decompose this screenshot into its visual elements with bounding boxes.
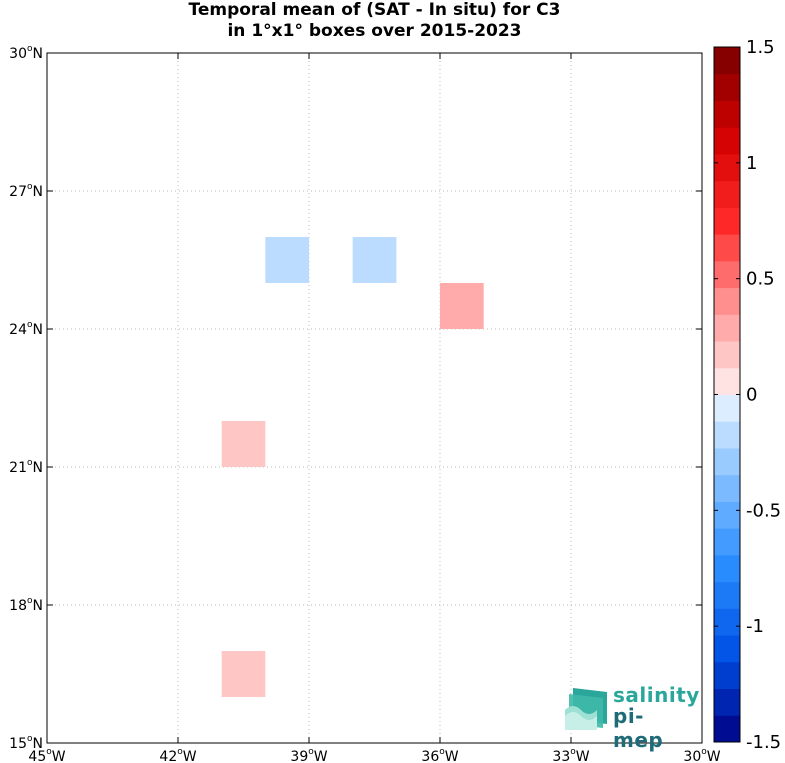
latitude-labels: 30oN 27oN 24oN 21oN 18oN 15oN — [9, 44, 43, 752]
lon-tick-label: 30oW — [683, 747, 720, 763]
colorbar-segment — [714, 635, 740, 663]
data-cell — [440, 283, 484, 329]
colorbar-segment — [714, 554, 740, 583]
colorbar-tick-label: 1 — [746, 153, 757, 174]
colorbar-segment — [714, 501, 740, 529]
colorbar-labels: 1.5 1 0.5 0 -0.5 -1 -1.5 — [714, 37, 781, 753]
colorbar-tick-label: 1.5 — [746, 37, 775, 58]
colorbar-segment — [714, 153, 740, 182]
colorbar-segment — [714, 100, 740, 128]
colorbar-segment — [714, 127, 740, 155]
colorbar-segment — [714, 314, 740, 342]
colorbar-segment — [714, 688, 740, 716]
colorbar-tick-label: -0.5 — [746, 500, 781, 521]
colorbar-segment — [714, 661, 740, 690]
data-cell — [221, 421, 266, 467]
lat-tick-label: 18oN — [9, 596, 43, 614]
axis-ticks — [46, 52, 703, 744]
colorbar-tick-label: 0 — [746, 385, 757, 406]
map-frame — [46, 52, 703, 744]
lat-tick-label: 30oN — [9, 44, 43, 62]
data-cell — [221, 651, 266, 697]
colorbar-segment — [714, 341, 740, 369]
colorbar-segment — [714, 394, 740, 422]
lat-tick-label: 21oN — [9, 458, 43, 476]
colorbar-tick-label: -1.5 — [746, 732, 781, 753]
colorbar-segment — [714, 715, 740, 743]
data-cells — [221, 237, 484, 697]
data-cell — [265, 237, 309, 283]
longitude-labels: 45oW 42oW 39oW 36oW 33oW 30oW — [28, 747, 720, 763]
lon-tick-label: 36oW — [421, 747, 458, 763]
chart-title: Temporal mean of (SAT - In situ) for C3 … — [47, 0, 702, 42]
lon-tick-label: 45oW — [28, 747, 65, 763]
logo-text-salinity: salinity — [613, 683, 700, 707]
colorbar-segment — [714, 608, 740, 636]
lat-tick-label: 27oN — [9, 182, 43, 200]
colorbar-segment — [714, 581, 740, 609]
colorbar-segment — [714, 234, 740, 262]
colorbar-segment — [714, 528, 740, 556]
data-cell — [352, 237, 397, 283]
salinity-pimep-logo: salinity pi-mep — [563, 683, 699, 752]
colorbar-segment — [714, 207, 740, 235]
grid-lines — [47, 53, 702, 743]
colorbar-segment — [714, 180, 740, 208]
colorbar-segment — [714, 287, 740, 315]
colorbar-segment — [714, 421, 740, 449]
colorbar-segment — [714, 47, 740, 75]
salinity-waves-icon — [565, 688, 607, 730]
colorbar-segment — [714, 73, 740, 101]
colorbar-tick-label: -1 — [746, 616, 764, 637]
colorbar-segment — [714, 260, 740, 289]
colorbar-tick-label: 0.5 — [746, 269, 775, 290]
logo-text-pimep: pi-mep — [613, 704, 664, 752]
lon-tick-label: 42oW — [159, 747, 196, 763]
lat-tick-label: 24oN — [9, 320, 43, 338]
lon-tick-label: 39oW — [290, 747, 327, 763]
colorbar-segment — [714, 367, 740, 395]
chart-title-line1: Temporal mean of (SAT - In situ) for C3 — [188, 0, 561, 20]
colorbar-segment — [714, 447, 740, 476]
lat-tick-label: 15oN — [9, 734, 43, 752]
colorbar-segment — [714, 474, 740, 502]
chart-title-line2: in 1°x1° boxes over 2015-2023 — [227, 21, 522, 41]
lon-tick-label: 33oW — [552, 747, 589, 763]
